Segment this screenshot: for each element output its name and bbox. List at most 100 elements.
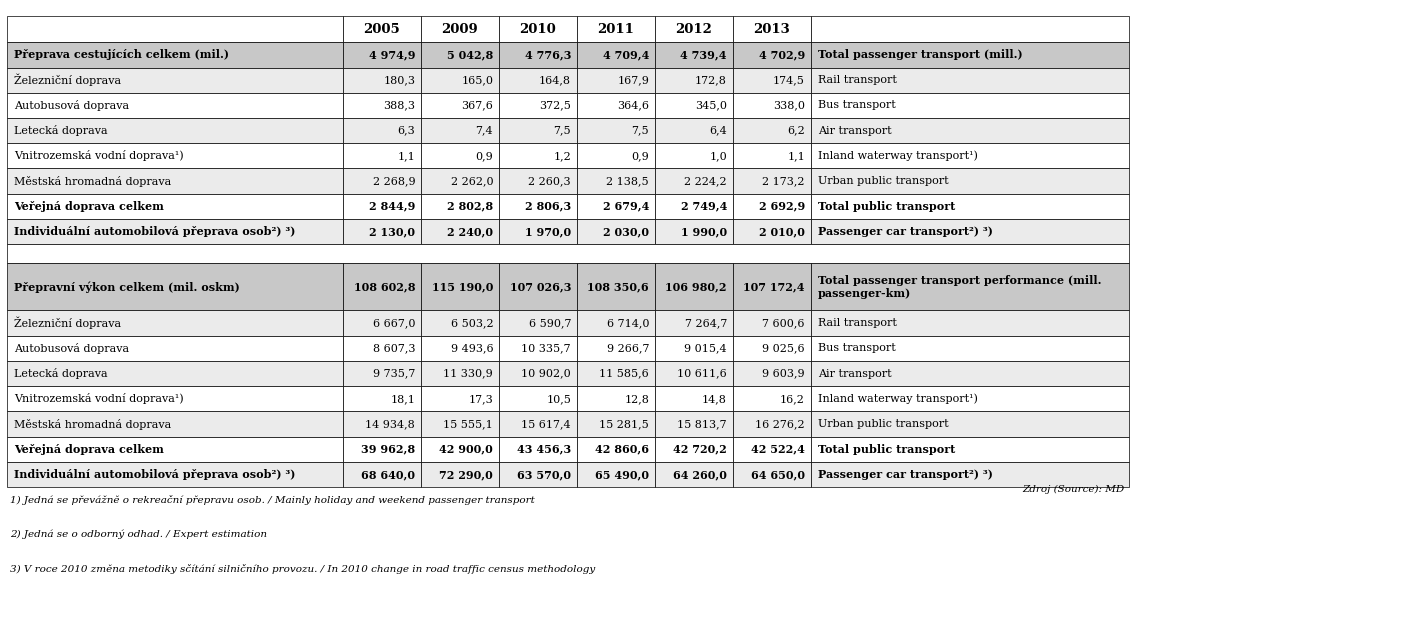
- Text: Total passenger transport (mill.): Total passenger transport (mill.): [817, 49, 1023, 61]
- Bar: [7, 336, 343, 361]
- Bar: [810, 411, 1128, 437]
- Bar: [421, 386, 498, 411]
- Bar: [7, 93, 343, 118]
- Text: Přepravní výkon celkem (mil. oskm): Přepravní výkon celkem (mil. oskm): [14, 281, 239, 293]
- Bar: [654, 42, 733, 68]
- Text: 165,0: 165,0: [461, 75, 492, 85]
- Bar: [733, 462, 810, 487]
- Bar: [577, 16, 654, 42]
- Text: 388,3: 388,3: [383, 100, 415, 110]
- Text: 5 042,8: 5 042,8: [447, 49, 492, 61]
- Bar: [654, 68, 733, 93]
- Text: 15 813,7: 15 813,7: [677, 419, 727, 429]
- Text: 2 260,3: 2 260,3: [529, 176, 571, 186]
- Bar: [7, 462, 343, 487]
- Text: Autobusová doprava: Autobusová doprava: [14, 100, 129, 111]
- Text: Air transport: Air transport: [817, 126, 891, 136]
- Text: 3) V roce 2010 změna metodiky sčítání silničního provozu. / In 2010 change in ro: 3) V roce 2010 změna metodiky sčítání si…: [10, 564, 595, 574]
- Text: 6 714,0: 6 714,0: [606, 318, 649, 328]
- Text: 107 026,3: 107 026,3: [509, 281, 571, 292]
- Text: 10 335,7: 10 335,7: [522, 343, 571, 353]
- Bar: [421, 361, 498, 386]
- Text: Přeprava cestujících celkem (mil.): Přeprava cestujících celkem (mil.): [14, 49, 229, 61]
- Bar: [421, 336, 498, 361]
- Bar: [733, 310, 810, 336]
- Text: 68 640,0: 68 640,0: [362, 469, 415, 480]
- Bar: [654, 263, 733, 310]
- Text: 2 173,2: 2 173,2: [763, 176, 805, 186]
- Text: 10 611,6: 10 611,6: [677, 369, 727, 379]
- Text: Bus transport: Bus transport: [817, 100, 895, 110]
- Text: 115 190,0: 115 190,0: [432, 281, 492, 292]
- Text: 18,1: 18,1: [390, 394, 415, 404]
- Bar: [498, 194, 577, 219]
- Text: Individuální automobilová přeprava osob²) ³): Individuální automobilová přeprava osob²…: [14, 226, 295, 237]
- Bar: [810, 118, 1128, 143]
- Text: Urban public transport: Urban public transport: [817, 176, 948, 186]
- Text: 0,9: 0,9: [476, 151, 492, 161]
- Bar: [498, 263, 577, 310]
- Text: Bus transport: Bus transport: [817, 343, 895, 353]
- Bar: [498, 168, 577, 194]
- Text: 16 276,2: 16 276,2: [756, 419, 805, 429]
- Text: 11 330,9: 11 330,9: [443, 369, 492, 379]
- Text: Autobusová doprava: Autobusová doprava: [14, 343, 129, 354]
- Text: 65 490,0: 65 490,0: [595, 469, 649, 480]
- Text: Passenger car transport²) ³): Passenger car transport²) ³): [817, 226, 992, 237]
- Bar: [810, 462, 1128, 487]
- Text: 107 172,4: 107 172,4: [743, 281, 805, 292]
- Bar: [421, 68, 498, 93]
- Text: 15 281,5: 15 281,5: [599, 419, 649, 429]
- Text: 7 600,6: 7 600,6: [763, 318, 805, 328]
- Bar: [733, 411, 810, 437]
- Bar: [498, 361, 577, 386]
- Text: 4 739,4: 4 739,4: [681, 49, 727, 61]
- Bar: [498, 437, 577, 462]
- Bar: [498, 118, 577, 143]
- Text: Veřejná doprava celkem: Veřejná doprava celkem: [14, 201, 165, 212]
- Bar: [654, 411, 733, 437]
- Bar: [654, 437, 733, 462]
- Text: 2012: 2012: [675, 23, 712, 35]
- Text: 367,6: 367,6: [461, 100, 492, 110]
- Text: Rail transport: Rail transport: [817, 75, 896, 85]
- Text: 2 138,5: 2 138,5: [606, 176, 649, 186]
- Text: 0,9: 0,9: [632, 151, 649, 161]
- Bar: [810, 68, 1128, 93]
- Bar: [498, 462, 577, 487]
- Text: Městská hromadná doprava: Městská hromadná doprava: [14, 418, 172, 430]
- Bar: [421, 411, 498, 437]
- Text: Zdroj (Source): MD: Zdroj (Source): MD: [1021, 485, 1124, 493]
- Bar: [343, 93, 421, 118]
- Bar: [7, 168, 343, 194]
- Text: 2013: 2013: [753, 23, 789, 35]
- Text: 42 522,4: 42 522,4: [751, 444, 805, 455]
- Bar: [733, 386, 810, 411]
- Bar: [421, 42, 498, 68]
- Bar: [7, 42, 343, 68]
- Text: 72 290,0: 72 290,0: [439, 469, 492, 480]
- Bar: [577, 437, 654, 462]
- Bar: [654, 219, 733, 244]
- Bar: [733, 42, 810, 68]
- Text: 174,5: 174,5: [772, 75, 805, 85]
- Bar: [343, 386, 421, 411]
- Bar: [654, 336, 733, 361]
- Text: 2 030,0: 2 030,0: [604, 226, 649, 237]
- Text: Passenger car transport²) ³): Passenger car transport²) ³): [817, 469, 992, 480]
- Text: 106 980,2: 106 980,2: [666, 281, 727, 292]
- Text: Inland waterway transport¹): Inland waterway transport¹): [817, 151, 978, 161]
- Text: 16,2: 16,2: [779, 394, 805, 404]
- Text: Železniční doprava: Železniční doprava: [14, 74, 121, 86]
- Bar: [577, 386, 654, 411]
- Bar: [421, 263, 498, 310]
- Bar: [7, 411, 343, 437]
- Bar: [733, 219, 810, 244]
- Text: Rail transport: Rail transport: [817, 318, 896, 328]
- Bar: [577, 42, 654, 68]
- Text: 42 720,2: 42 720,2: [673, 444, 727, 455]
- Text: 6,3: 6,3: [397, 126, 415, 136]
- Text: 2 749,4: 2 749,4: [681, 201, 727, 212]
- Text: 2 806,3: 2 806,3: [525, 201, 571, 212]
- Bar: [577, 336, 654, 361]
